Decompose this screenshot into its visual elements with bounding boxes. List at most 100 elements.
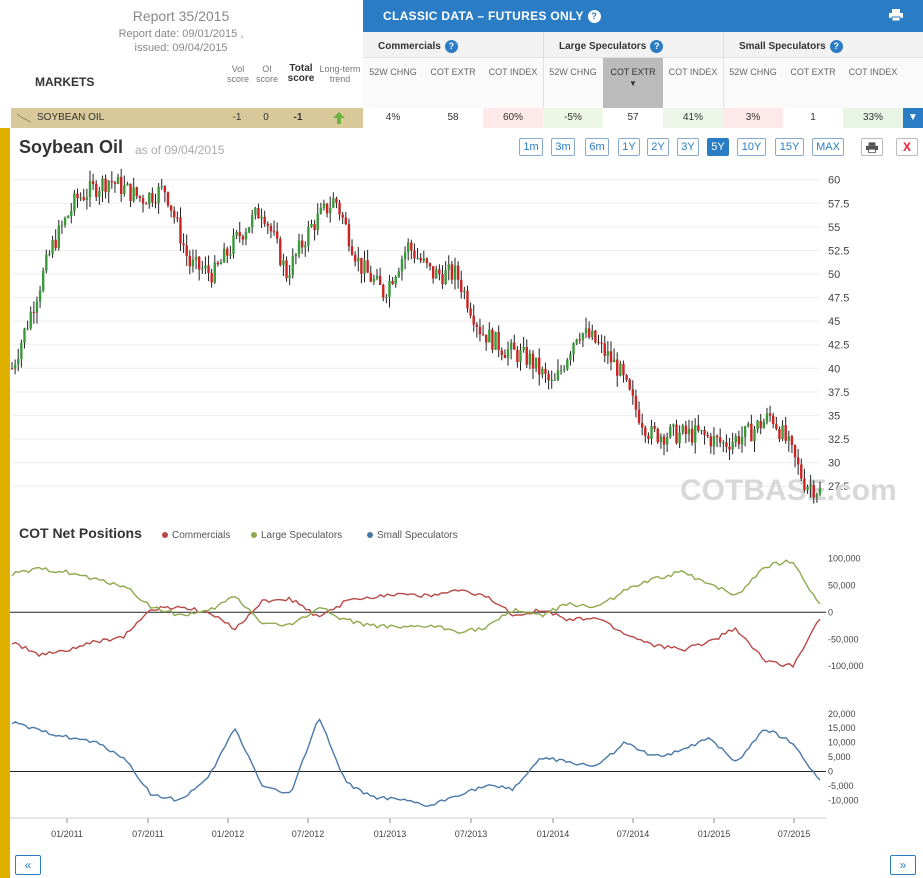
x-tick-label: 01/2014 [537,829,570,839]
candle-body [410,242,413,251]
help-icon[interactable]: ? [650,40,664,53]
candle-body [616,359,619,376]
market-row[interactable]: SOYBEAN OIL -1 0 -1 4% 58 60% -5% 57 41%… [0,108,923,128]
candle-body [547,373,550,381]
range-10y-button[interactable]: 10Y [737,138,766,156]
col-large-index[interactable]: COT INDEX [668,67,718,77]
col-small-extr[interactable]: COT EXTR [790,67,836,77]
y-tick-label: 5,000 [828,752,851,762]
candle-body [210,273,213,283]
candle-body [251,214,254,228]
candle-body [279,238,282,266]
col-comm-index[interactable]: COT INDEX [488,67,538,77]
candle-body [257,208,260,219]
group-small-speculators-label: Small Speculators [739,41,826,53]
candle-body [60,225,64,227]
col-large-extr[interactable]: COT EXTR ▼ [603,58,663,108]
candle-body [113,182,117,184]
range-5y-button[interactable]: 5Y [707,138,729,156]
candle-body [95,183,98,198]
total-score: -1 [293,112,303,123]
range-1m-button[interactable]: 1m [519,138,543,156]
y-tick-label: 0 [828,767,833,777]
col-small-index[interactable]: COT INDEX [848,67,898,77]
series-line [11,589,821,669]
candle-body [637,409,641,423]
col-large-52w[interactable]: 52W CHNG [549,67,597,77]
classic-data-bar: CLASSIC DATA – FUTURES ONLY? [363,0,923,32]
legend-large-speculators[interactable]: Large Speculators [251,530,342,541]
help-icon[interactable]: ? [587,10,601,24]
help-icon[interactable]: ? [829,40,843,53]
group-small-speculators: Small Speculators? [739,40,843,53]
print-chart-button[interactable] [861,138,883,156]
print-icon[interactable] [889,9,903,21]
candle-body [151,192,154,203]
legend-small-speculators[interactable]: Small Speculators [367,530,458,541]
candle-body [291,256,294,276]
candle-body [347,224,351,247]
candle-body [619,363,622,376]
x-tick-label: 01/2012 [212,829,245,839]
candle-body [650,425,653,439]
col-comm-52w[interactable]: 52W CHNG [369,67,417,77]
range-15y-button[interactable]: 15Y [775,138,804,156]
next-market-button[interactable]: » [890,855,916,875]
legend-dot [162,532,168,539]
value-cell: 33% [843,108,903,128]
candle-body [366,260,369,273]
col-comm-extr[interactable]: COT EXTR [430,67,476,77]
candle-body [45,254,48,271]
candle-body [712,435,716,447]
long-term-trend-header[interactable]: Long-term trend [319,64,361,84]
range-max-button[interactable]: MAX [812,138,844,156]
total-score-header[interactable]: Total score [287,63,315,84]
legend-commercials[interactable]: Commercials [162,530,230,541]
candle-body [491,329,494,350]
candle-body [575,339,578,344]
candle-body [372,278,376,282]
candle-body [148,192,151,205]
col-small-52w[interactable]: 52W CHNG [729,67,777,77]
candle-body [38,290,42,302]
y-tick-label: 50 [828,269,840,281]
candle-body [244,232,248,240]
price-chart: 60 57.5 55 52.5 50 47.5 45 42.5 40 37.5 35 32.5 30 27… [10,168,897,507]
candle-body [288,275,291,279]
candle-body [272,231,276,233]
scroll-down-button[interactable]: ▼ [903,108,923,128]
candle-body [154,202,157,204]
help-icon[interactable]: ? [444,40,458,53]
y-tick-label: 60 [828,175,840,187]
candle-body [338,202,341,215]
candle-body [559,369,563,371]
candle-body [800,464,803,479]
candle-body [600,342,603,344]
market-cell[interactable]: SOYBEAN OIL -1 0 -1 [11,108,363,128]
range-2y-button[interactable]: 2Y [647,138,669,156]
range-1y-button[interactable]: 1Y [618,138,640,156]
candle-body [522,347,525,351]
candle-body [51,239,54,254]
range-3m-button[interactable]: 3m [551,138,575,156]
range-6m-button[interactable]: 6m [585,138,609,156]
vol-score-header[interactable]: Vol score [226,64,249,84]
candle-body [778,428,781,440]
candle-body [694,425,697,443]
candle-body [350,246,354,255]
candle-body [513,342,516,350]
candle-body [48,253,51,255]
candle-body [238,231,241,237]
prev-market-button[interactable]: « [15,855,41,875]
market-name[interactable]: SOYBEAN OIL [37,112,105,123]
candle-body [728,446,731,450]
candle-body [173,210,176,218]
range-3y-button[interactable]: 3Y [677,138,699,156]
group-header-row: Commercials? Large Speculators? Small Sp… [363,32,923,58]
candle-body [572,343,575,355]
candle-body [88,181,92,198]
oi-score-header[interactable]: OI score [256,64,279,84]
close-chart-button[interactable]: X [896,138,918,156]
candle-body [703,430,706,435]
candle-body [765,413,769,422]
